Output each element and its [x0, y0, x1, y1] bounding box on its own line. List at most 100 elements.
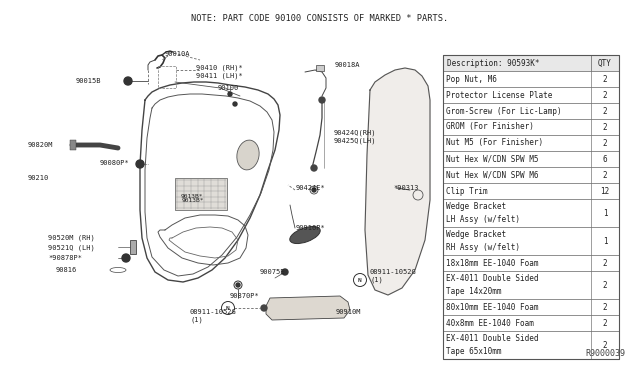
Text: Wedge Bracket: Wedge Bracket — [446, 202, 506, 211]
Text: Nut Hex W/CDN SPW M5: Nut Hex W/CDN SPW M5 — [446, 154, 538, 164]
Text: (1): (1) — [370, 277, 383, 283]
Text: 90424E*: 90424E* — [296, 185, 326, 191]
Text: GROM (For Finisher): GROM (For Finisher) — [446, 122, 534, 131]
Text: 08911-1052G: 08911-1052G — [190, 309, 237, 315]
Text: 2: 2 — [603, 170, 607, 180]
Circle shape — [282, 269, 288, 275]
Text: 90870P*: 90870P* — [230, 293, 260, 299]
Text: 6: 6 — [603, 154, 607, 164]
Text: 90015B: 90015B — [76, 78, 102, 84]
Bar — [443, 167, 619, 183]
Bar — [443, 135, 619, 151]
Bar — [316, 65, 324, 71]
Text: Tape 65x10mm: Tape 65x10mm — [446, 347, 502, 356]
Text: 90424Q(RH): 90424Q(RH) — [334, 130, 376, 136]
Text: 90410 (RH)*: 90410 (RH)* — [196, 65, 243, 71]
Circle shape — [136, 160, 144, 168]
Text: N: N — [226, 305, 230, 311]
Bar — [443, 87, 619, 103]
Text: 2: 2 — [603, 280, 607, 289]
Text: 1: 1 — [603, 237, 607, 246]
Text: *90878P*: *90878P* — [48, 255, 82, 261]
Text: Tape 14x20mm: Tape 14x20mm — [446, 287, 502, 296]
Text: 12: 12 — [600, 186, 610, 196]
Bar — [443, 255, 619, 271]
Text: 90411 (LH)*: 90411 (LH)* — [196, 73, 243, 79]
Bar — [443, 71, 619, 87]
Text: *90313: *90313 — [393, 185, 419, 191]
Text: 9013B*: 9013B* — [180, 195, 204, 199]
Text: 90425Q(LH): 90425Q(LH) — [334, 138, 376, 144]
Text: Wedge Bracket: Wedge Bracket — [446, 230, 506, 239]
Text: 2: 2 — [603, 74, 607, 83]
Bar — [443, 299, 619, 315]
Text: 2: 2 — [603, 340, 607, 350]
Bar — [443, 103, 619, 119]
Text: 9013B*: 9013B* — [182, 198, 205, 202]
Text: Nut Hex W/CDN SPW M6: Nut Hex W/CDN SPW M6 — [446, 170, 538, 180]
Text: Description: 90593K*: Description: 90593K* — [447, 58, 540, 67]
Circle shape — [228, 92, 232, 96]
Circle shape — [122, 254, 130, 262]
Circle shape — [236, 283, 240, 287]
Text: 2: 2 — [603, 122, 607, 131]
Circle shape — [233, 102, 237, 106]
Text: 90910M: 90910M — [336, 309, 362, 315]
Text: 2: 2 — [603, 138, 607, 148]
Bar — [175, 178, 227, 210]
Text: Clip Trim: Clip Trim — [446, 186, 488, 196]
Text: 08911-1052G: 08911-1052G — [370, 269, 417, 275]
Bar — [443, 227, 619, 255]
Text: EX-4011 Double Sided: EX-4011 Double Sided — [446, 274, 538, 283]
Text: R9000039: R9000039 — [585, 349, 625, 358]
Text: Grom-Screw (For Lic-Lamp): Grom-Screw (For Lic-Lamp) — [446, 106, 562, 115]
Text: 1: 1 — [603, 208, 607, 218]
Bar — [443, 199, 619, 227]
Circle shape — [311, 165, 317, 171]
Polygon shape — [365, 68, 430, 295]
Bar — [443, 315, 619, 331]
Text: 90010A: 90010A — [165, 51, 191, 57]
Text: EX-4011 Double Sided: EX-4011 Double Sided — [446, 334, 538, 343]
Polygon shape — [266, 296, 350, 320]
Text: 90816: 90816 — [56, 267, 77, 273]
Text: 90521Q (LH): 90521Q (LH) — [48, 245, 95, 251]
Bar — [443, 151, 619, 167]
Text: 2: 2 — [603, 90, 607, 99]
Text: (1): (1) — [190, 317, 203, 323]
Bar — [70, 140, 76, 150]
Text: 90910P*: 90910P* — [296, 225, 326, 231]
Text: 40x8mm EE-1040 Foam: 40x8mm EE-1040 Foam — [446, 318, 534, 327]
Bar — [158, 66, 176, 88]
Bar — [443, 119, 619, 135]
Bar — [443, 183, 619, 199]
Circle shape — [124, 77, 132, 85]
Circle shape — [312, 188, 316, 192]
Text: 90100: 90100 — [218, 85, 239, 91]
Text: RH Assy (w/felt): RH Assy (w/felt) — [446, 243, 520, 252]
Text: N: N — [358, 278, 362, 282]
Text: 90520M (RH): 90520M (RH) — [48, 235, 95, 241]
Ellipse shape — [237, 140, 259, 170]
Text: 2: 2 — [603, 106, 607, 115]
Text: 90210: 90210 — [28, 175, 49, 181]
Text: Pop Nut, M6: Pop Nut, M6 — [446, 74, 497, 83]
Text: Protector License Plate: Protector License Plate — [446, 90, 552, 99]
Text: 2: 2 — [603, 259, 607, 267]
Text: 18x18mm EE-1040 Foam: 18x18mm EE-1040 Foam — [446, 259, 538, 267]
Text: 90820M: 90820M — [28, 142, 54, 148]
Bar — [443, 55, 619, 359]
Text: 2: 2 — [603, 318, 607, 327]
Bar — [443, 331, 619, 359]
Circle shape — [261, 305, 267, 311]
Text: LH Assy (w/felt): LH Assy (w/felt) — [446, 215, 520, 224]
Text: NOTE: PART CODE 90100 CONSISTS OF MARKED * PARTS.: NOTE: PART CODE 90100 CONSISTS OF MARKED… — [191, 14, 449, 23]
Bar — [130, 240, 136, 254]
Bar — [443, 271, 619, 299]
Text: 80x10mm EE-1040 Foam: 80x10mm EE-1040 Foam — [446, 302, 538, 311]
Text: 90075E: 90075E — [260, 269, 285, 275]
Text: 90018A: 90018A — [335, 62, 360, 68]
Circle shape — [319, 97, 325, 103]
Ellipse shape — [290, 227, 320, 244]
Bar — [443, 55, 619, 71]
